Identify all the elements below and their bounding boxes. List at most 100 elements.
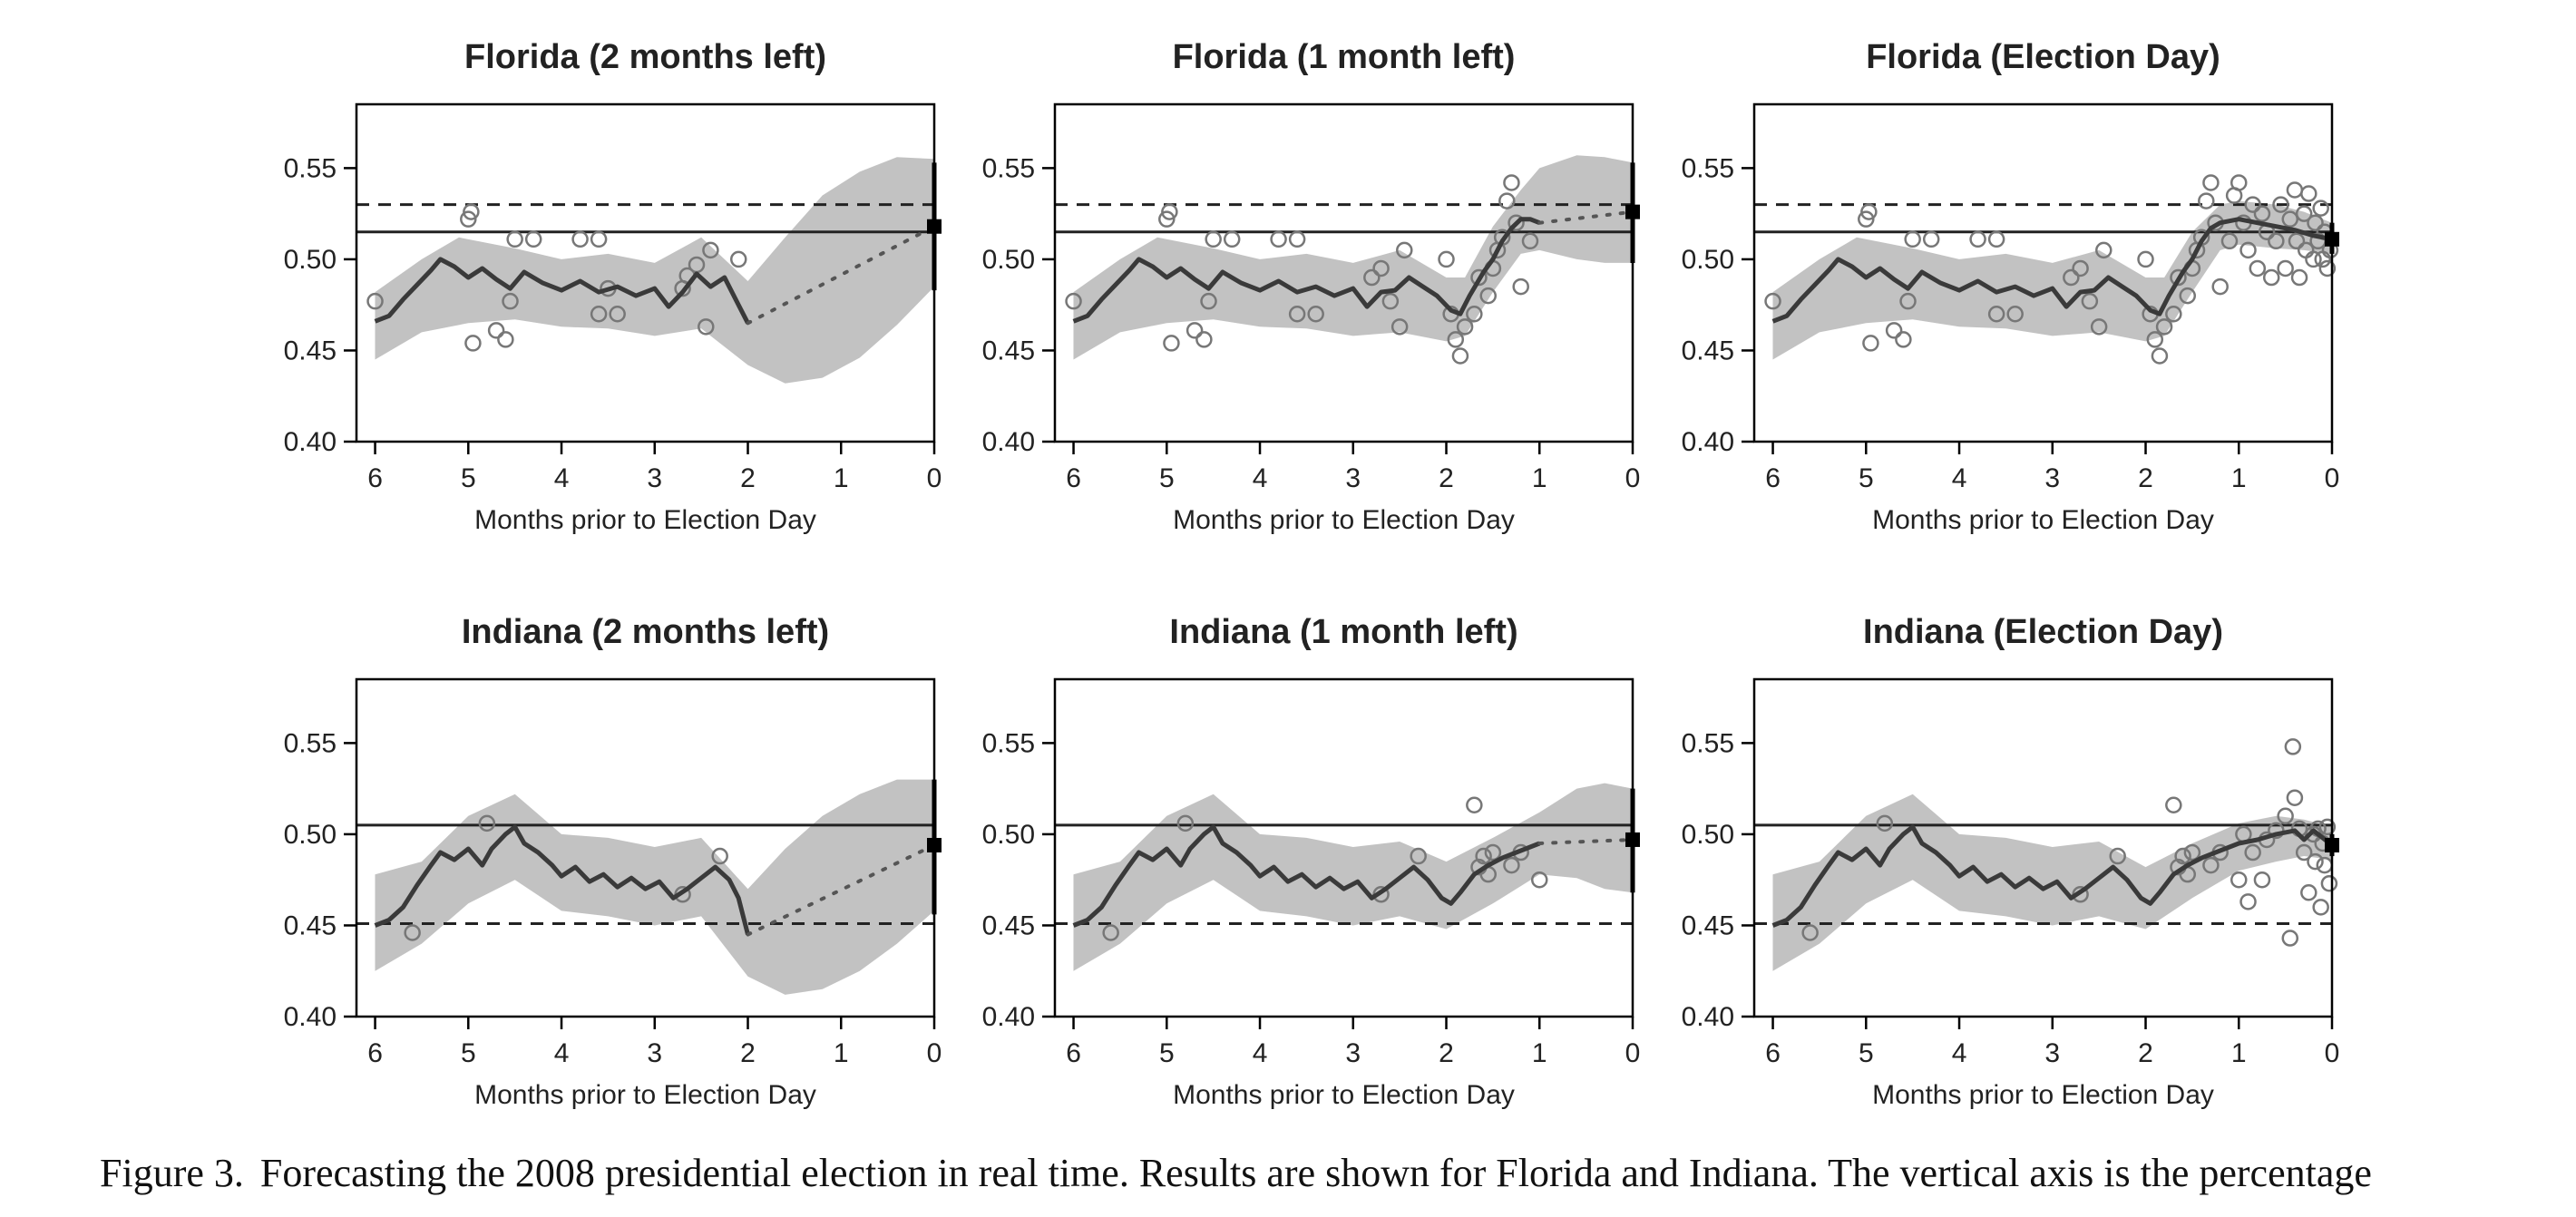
x-tick-label: 0 — [2325, 463, 2340, 493]
poll-point — [1876, 814, 1894, 832]
panel-title: Florida (Election Day) — [1866, 38, 2220, 76]
poll-point — [2155, 318, 2173, 336]
poll-point — [711, 847, 728, 865]
poll-point — [2230, 174, 2248, 191]
trend-line — [1771, 824, 2334, 928]
y-tick-label: 0.40 — [1682, 1002, 1734, 1032]
poll-point — [1764, 292, 1781, 310]
y-tick-label: 0.45 — [284, 910, 337, 940]
poll-point — [487, 322, 505, 339]
panel-title: Florida (1 month left) — [1173, 38, 1516, 76]
x-tick-label: 6 — [1765, 463, 1781, 493]
poll-point — [1176, 814, 1195, 832]
plot-frame — [1053, 102, 1634, 443]
poll-point — [460, 210, 477, 228]
poll-point — [1484, 843, 1502, 862]
poll-point — [2300, 185, 2317, 202]
poll-point — [1390, 318, 1409, 336]
x-tick-label: 5 — [1159, 463, 1175, 493]
poll-point — [2146, 331, 2164, 348]
y-tick-label: 0.55 — [284, 153, 337, 183]
poll-point — [1288, 230, 1306, 248]
x-tick-label: 4 — [554, 463, 570, 493]
panel-title: Indiana (2 months left) — [462, 613, 829, 651]
poll-point — [1466, 796, 1483, 813]
poll-point — [1065, 292, 1082, 310]
poll-point — [1438, 250, 1455, 268]
poll-point — [2305, 250, 2322, 268]
y-tick-label: 0.50 — [284, 820, 337, 850]
poll-point — [590, 230, 608, 248]
poll-point — [571, 230, 589, 248]
poll-point — [1381, 292, 1400, 310]
trend-line — [1771, 217, 2333, 324]
panel-2: Florida (1 month left) 0.40 0.45 0.50 0.55 6 5… — [982, 38, 1641, 535]
x-tick-label: 4 — [1952, 1038, 1967, 1068]
y-tick-label: 0.45 — [284, 336, 337, 365]
y-tick-label: 0.45 — [1682, 910, 1734, 940]
poll-point — [1200, 292, 1217, 310]
x-tick-label: 6 — [367, 1038, 383, 1068]
poll-point — [2295, 843, 2313, 862]
panel-4: Indiana (2 months left) 0.40 0.45 0.50 0.55 6… — [284, 613, 942, 1110]
y-tick-label: 0.45 — [982, 336, 1035, 365]
poll-point — [2072, 259, 2089, 277]
figure-caption: Figure 3. Forecasting the 2008 presidenti… — [100, 1150, 2567, 1196]
poll-point — [1862, 335, 1879, 352]
poll-point — [2281, 930, 2299, 947]
x-tick-label: 0 — [927, 1038, 942, 1068]
poll-point — [2312, 200, 2329, 217]
poll-point — [506, 230, 523, 248]
poll-point — [2081, 292, 2099, 310]
y-tick-label: 0.55 — [982, 728, 1035, 758]
x-tick-label: 1 — [2231, 463, 2247, 493]
poll-point — [497, 331, 514, 348]
poll-point — [1904, 230, 1921, 248]
x-tick-label: 4 — [1253, 1038, 1268, 1068]
poll-point — [1508, 214, 1525, 231]
poll-point — [1288, 305, 1306, 323]
poll-point — [478, 814, 496, 832]
poll-point — [2151, 347, 2169, 365]
poll-point — [2318, 259, 2337, 277]
x-tick-label: 1 — [834, 463, 849, 493]
x-tick-label: 4 — [1952, 463, 1967, 493]
poll-point — [2244, 843, 2261, 862]
plot-frame — [355, 677, 936, 1018]
poll-point — [1885, 322, 1903, 339]
poll-point — [502, 292, 519, 310]
x-tick-label: 2 — [740, 463, 756, 493]
caption-text: Forecasting the 2008 presidential electi… — [259, 1151, 2372, 1195]
poll-point — [2284, 738, 2302, 755]
y-tick-label: 0.50 — [1682, 820, 1734, 850]
y-tick-label: 0.40 — [284, 1002, 337, 1032]
poll-point — [2286, 789, 2304, 806]
poll-point — [698, 318, 715, 336]
poll-point — [1223, 230, 1241, 248]
poll-point — [2239, 241, 2257, 259]
poll-point — [2281, 210, 2299, 228]
poll-point — [2262, 268, 2280, 287]
poll-point — [2312, 899, 2329, 916]
poll-point — [1987, 230, 2005, 248]
poll-point — [2230, 871, 2248, 889]
poll-point — [609, 305, 626, 323]
x-tick-label: 4 — [1253, 463, 1268, 493]
x-tick-label: 0 — [1625, 463, 1641, 493]
uncertainty-band — [375, 157, 934, 384]
x-axis-label: Months prior to Election Day — [1872, 1080, 2214, 1110]
poll-point — [2277, 807, 2294, 825]
x-tick-label: 1 — [1532, 463, 1547, 493]
x-tick-label: 5 — [1859, 1038, 1874, 1068]
y-tick-label: 0.40 — [982, 1002, 1035, 1032]
y-tick-label: 0.50 — [982, 820, 1035, 850]
panel-5: Indiana (1 month left) 0.40 0.45 0.50 0.55 6 5… — [982, 613, 1641, 1110]
x-tick-label: 2 — [2138, 463, 2153, 493]
y-tick-label: 0.50 — [982, 245, 1035, 275]
poll-point — [1186, 322, 1204, 339]
x-tick-label: 2 — [1439, 1038, 1454, 1068]
poll-point — [2211, 277, 2229, 296]
poll-point — [729, 250, 747, 268]
poll-point — [1503, 856, 1520, 874]
poll-point — [2063, 268, 2080, 287]
